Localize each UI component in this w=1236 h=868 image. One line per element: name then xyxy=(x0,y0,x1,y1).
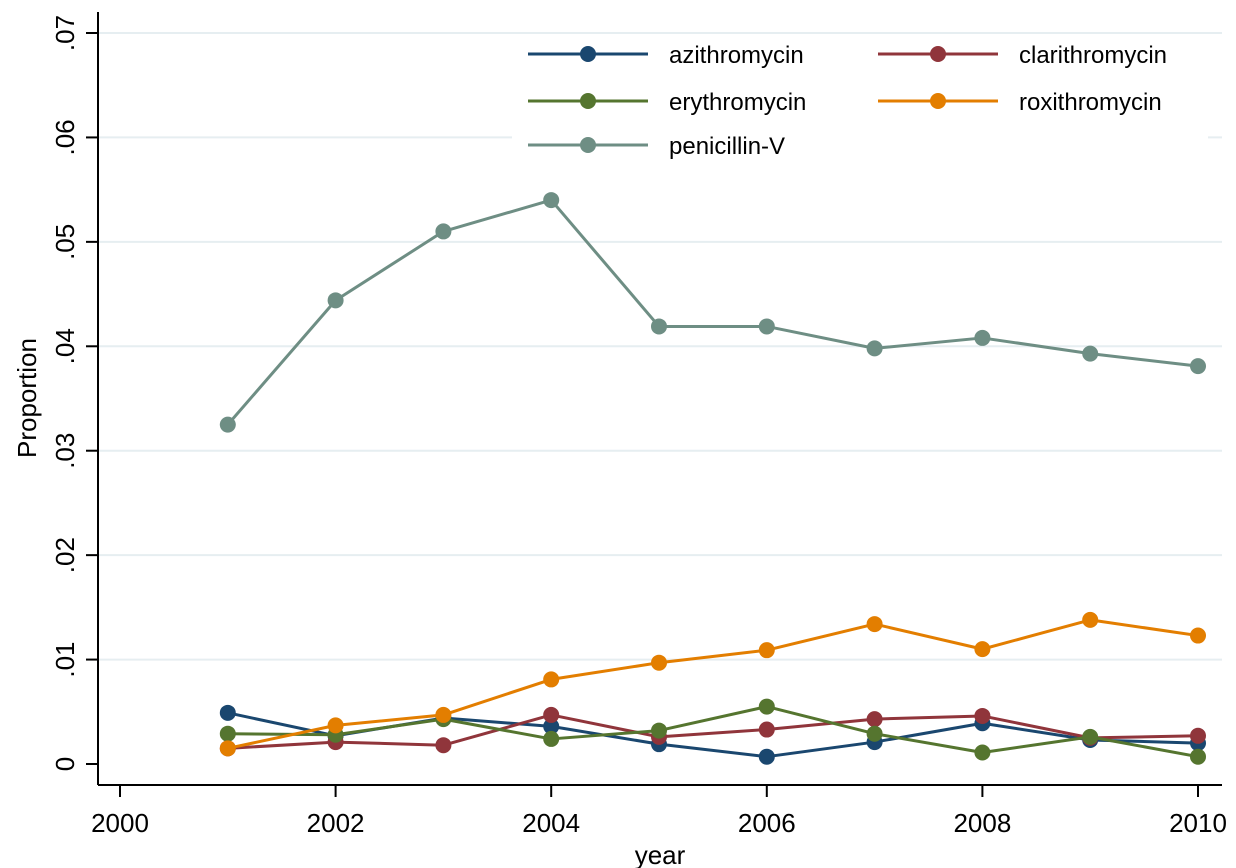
series-plot-area xyxy=(219,192,1206,765)
data-point xyxy=(327,292,344,309)
data-point xyxy=(758,748,775,765)
series-line-erythromycin xyxy=(227,705,1199,759)
data-point xyxy=(758,721,775,738)
series-line-penicillin-V xyxy=(226,198,1199,426)
y-tick-label: .01 xyxy=(50,641,80,677)
legend-box xyxy=(512,36,1208,176)
legend-label: roxithromycin xyxy=(1019,89,1162,116)
data-point xyxy=(219,704,236,721)
legend-item-erythromycin: erythromycin xyxy=(528,89,806,116)
legend-label: penicillin-V xyxy=(669,133,785,160)
series-line-clarithromycin xyxy=(227,713,1199,750)
data-point xyxy=(435,706,452,723)
legend-label: erythromycin xyxy=(669,89,806,116)
x-tick-label: 2004 xyxy=(522,808,580,838)
data-point xyxy=(435,223,452,240)
data-point xyxy=(543,706,560,723)
y-tick-label: .03 xyxy=(50,433,80,469)
data-point xyxy=(219,740,236,757)
legend-item-penicillin-V: penicillin-V xyxy=(528,133,785,160)
legend-item-azithromycin: azithromycin xyxy=(528,42,804,69)
y-axis-title: Proportion xyxy=(12,338,42,458)
data-point xyxy=(1190,748,1206,765)
x-tick-label: 2010 xyxy=(1169,808,1227,838)
data-point xyxy=(219,416,236,433)
legend-swatch-marker xyxy=(580,46,596,62)
legend: azithromycin clarithromycin erythromycin ro… xyxy=(512,36,1208,176)
data-point xyxy=(758,318,775,335)
data-point xyxy=(651,722,667,739)
data-point xyxy=(974,707,991,724)
legend-swatch-marker xyxy=(930,93,946,109)
data-point xyxy=(1190,727,1206,744)
y-tick-label: .07 xyxy=(50,15,80,51)
x-tick-label: 2008 xyxy=(953,808,1011,838)
data-point xyxy=(543,718,560,735)
data-point xyxy=(758,642,775,659)
legend-swatch-marker xyxy=(580,137,596,153)
series-roxithromycin xyxy=(219,611,1206,757)
series-penicillin-V xyxy=(219,192,1206,433)
legend-label: azithromycin xyxy=(669,42,804,69)
data-point xyxy=(866,340,883,357)
x-tick-label: 2002 xyxy=(307,808,365,838)
data-point xyxy=(1190,358,1206,375)
data-point xyxy=(543,671,560,688)
legend-label: clarithromycin xyxy=(1019,42,1167,69)
data-point xyxy=(327,717,344,734)
data-point xyxy=(543,730,560,747)
legend-item-roxithromycin: roxithromycin xyxy=(878,89,1162,116)
legend-swatch-marker xyxy=(580,93,596,109)
data-point xyxy=(974,744,991,761)
y-tick-label: 0 xyxy=(50,757,80,771)
data-point xyxy=(974,641,991,658)
data-point xyxy=(866,616,883,633)
data-point xyxy=(1190,627,1206,644)
legend-swatch-marker xyxy=(930,46,946,62)
data-point xyxy=(758,698,775,715)
data-point xyxy=(1082,728,1099,745)
data-point xyxy=(866,711,883,728)
data-point xyxy=(651,318,667,335)
data-point xyxy=(651,654,667,671)
x-tick-label: 2000 xyxy=(91,808,149,838)
data-point xyxy=(543,192,560,209)
legend-item-clarithromycin: clarithromycin xyxy=(878,42,1167,69)
y-tick-label: .05 xyxy=(50,224,80,260)
data-point xyxy=(1082,611,1099,628)
x-axis-title: year xyxy=(635,840,686,868)
y-tick-label: .02 xyxy=(50,537,80,573)
axes: 0 .01 .02 .03 .04 .05 .06 .07 2000 2002 2004 2006 20… xyxy=(50,12,1227,838)
y-tick-label: .06 xyxy=(50,119,80,155)
series-azithromycin xyxy=(219,704,1206,765)
series-line-roxithromycin xyxy=(227,618,1199,750)
data-point xyxy=(974,329,991,346)
y-tick-label: .04 xyxy=(50,328,80,364)
data-point xyxy=(1082,345,1099,362)
data-point xyxy=(435,737,452,754)
x-tick-label: 2006 xyxy=(738,808,796,838)
data-point xyxy=(866,725,883,742)
data-point xyxy=(219,725,236,742)
